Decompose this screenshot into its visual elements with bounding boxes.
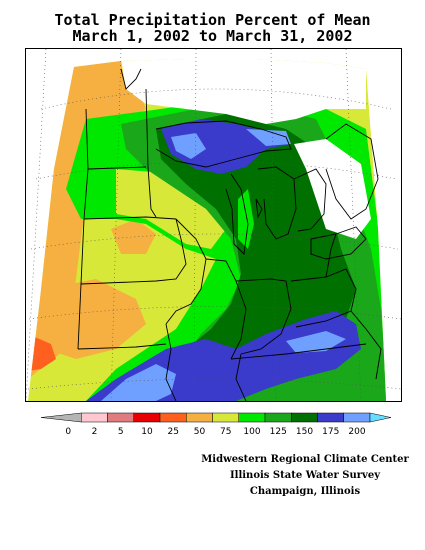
legend-swatch: [212, 412, 239, 423]
credit-line1: Midwestern Regional Climate Center: [201, 454, 409, 465]
region-sw-orange: [46, 279, 146, 359]
precipitation-map: [25, 48, 402, 402]
legend-swatch: [369, 412, 392, 423]
region-mn-yellow: [116, 169, 226, 249]
legend-label: 200: [348, 427, 365, 437]
legend-label: 2: [92, 427, 98, 437]
legend-swatch: [81, 412, 108, 423]
legend-labels: 0 2 5 10 25 50 75 100 125 150 175 200: [65, 427, 365, 437]
legend-label: 0: [65, 427, 71, 437]
credit-line3: Champaign, Illinois: [249, 486, 361, 497]
legend-swatch: [107, 412, 134, 423]
map-canvas: [26, 49, 401, 401]
state-boundaries: [77, 68, 382, 401]
region-lake-michigan: [238, 189, 254, 249]
legend-swatch: [186, 412, 213, 423]
legend-swatch: [317, 412, 344, 423]
legend-label: 75: [220, 427, 231, 437]
legend-label: 125: [270, 427, 287, 437]
legend-label: 150: [296, 427, 313, 437]
legend-label: 175: [322, 427, 339, 437]
legend-swatch: [40, 412, 82, 423]
legend-label: 5: [118, 427, 124, 437]
legend-swatch: [264, 412, 292, 423]
map-title-line1: Total Precipitation Percent of Mean: [54, 11, 371, 29]
legend-label: 100: [243, 427, 260, 437]
legend-label: 10: [141, 427, 153, 437]
map-title-line2: March 1, 2002 to March 31, 2002: [72, 27, 353, 45]
color-legend: 0 2 5 10 25 50 75 100 125 150 175 200: [40, 412, 392, 437]
legend-swatch: [343, 412, 371, 423]
legend-label: 50: [194, 427, 206, 437]
legend-swatch: [291, 412, 318, 423]
region-lightblue-ky: [286, 331, 346, 353]
legend-swatches: [40, 412, 392, 423]
region-darkgreen: [156, 114, 356, 364]
region-nodata-north: [121, 59, 366, 124]
credit-line2: Illinois State Water Survey: [229, 470, 381, 481]
legend-swatch: [159, 412, 187, 423]
region-red: [28, 334, 56, 371]
region-lightblue-north2: [246, 129, 291, 146]
legend-swatch: [133, 412, 161, 423]
region-lightblue-south: [101, 364, 176, 401]
legend-label: 25: [168, 427, 179, 437]
region-lightblue-north: [171, 133, 206, 159]
legend-swatch: [238, 412, 266, 423]
region-ia-orange: [111, 219, 156, 254]
graticule: [26, 49, 401, 401]
